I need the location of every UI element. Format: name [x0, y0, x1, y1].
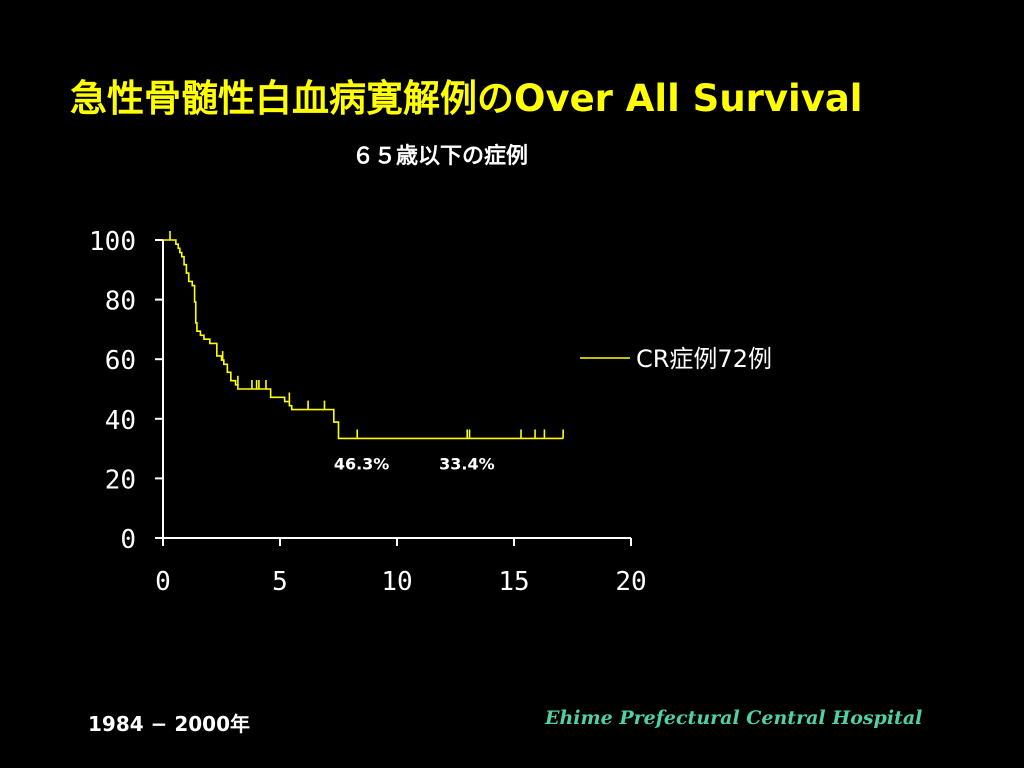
annotation-label: 46.3%: [334, 454, 390, 473]
slide-subtitle: ６５歳以下の症例: [352, 144, 529, 169]
y-tick-label: 0: [120, 525, 136, 555]
annotation-label: 33.4%: [439, 454, 495, 473]
chart-legend: CR症例72例: [580, 345, 772, 373]
y-tick-label: 80: [105, 287, 136, 317]
x-tick-label: 5: [272, 567, 288, 597]
x-tick-label: 20: [615, 567, 646, 597]
y-tick-label: 60: [105, 346, 136, 376]
y-tick-label: 20: [105, 465, 136, 495]
slide-title: 急性骨髄性白血病寛解例のOver All Survival: [70, 77, 863, 120]
chart-series: [163, 231, 564, 440]
survival-curve: [163, 239, 564, 440]
y-tick-label: 40: [105, 406, 136, 436]
year-range: 1984 − 2000年: [88, 712, 251, 736]
chart-axes: 0 20 40 60 80 100 0 5 10 15 20: [89, 227, 647, 597]
x-tick-label: 10: [381, 567, 412, 597]
chart-annotations: 46.3% 33.4%: [334, 454, 495, 473]
hospital-name: Ehime Prefectural Central Hospital: [545, 707, 923, 729]
x-tick-label: 0: [155, 567, 171, 597]
x-tick-label: 15: [498, 567, 529, 597]
y-tick-label: 100: [89, 227, 136, 257]
legend-label: CR症例72例: [636, 345, 772, 373]
